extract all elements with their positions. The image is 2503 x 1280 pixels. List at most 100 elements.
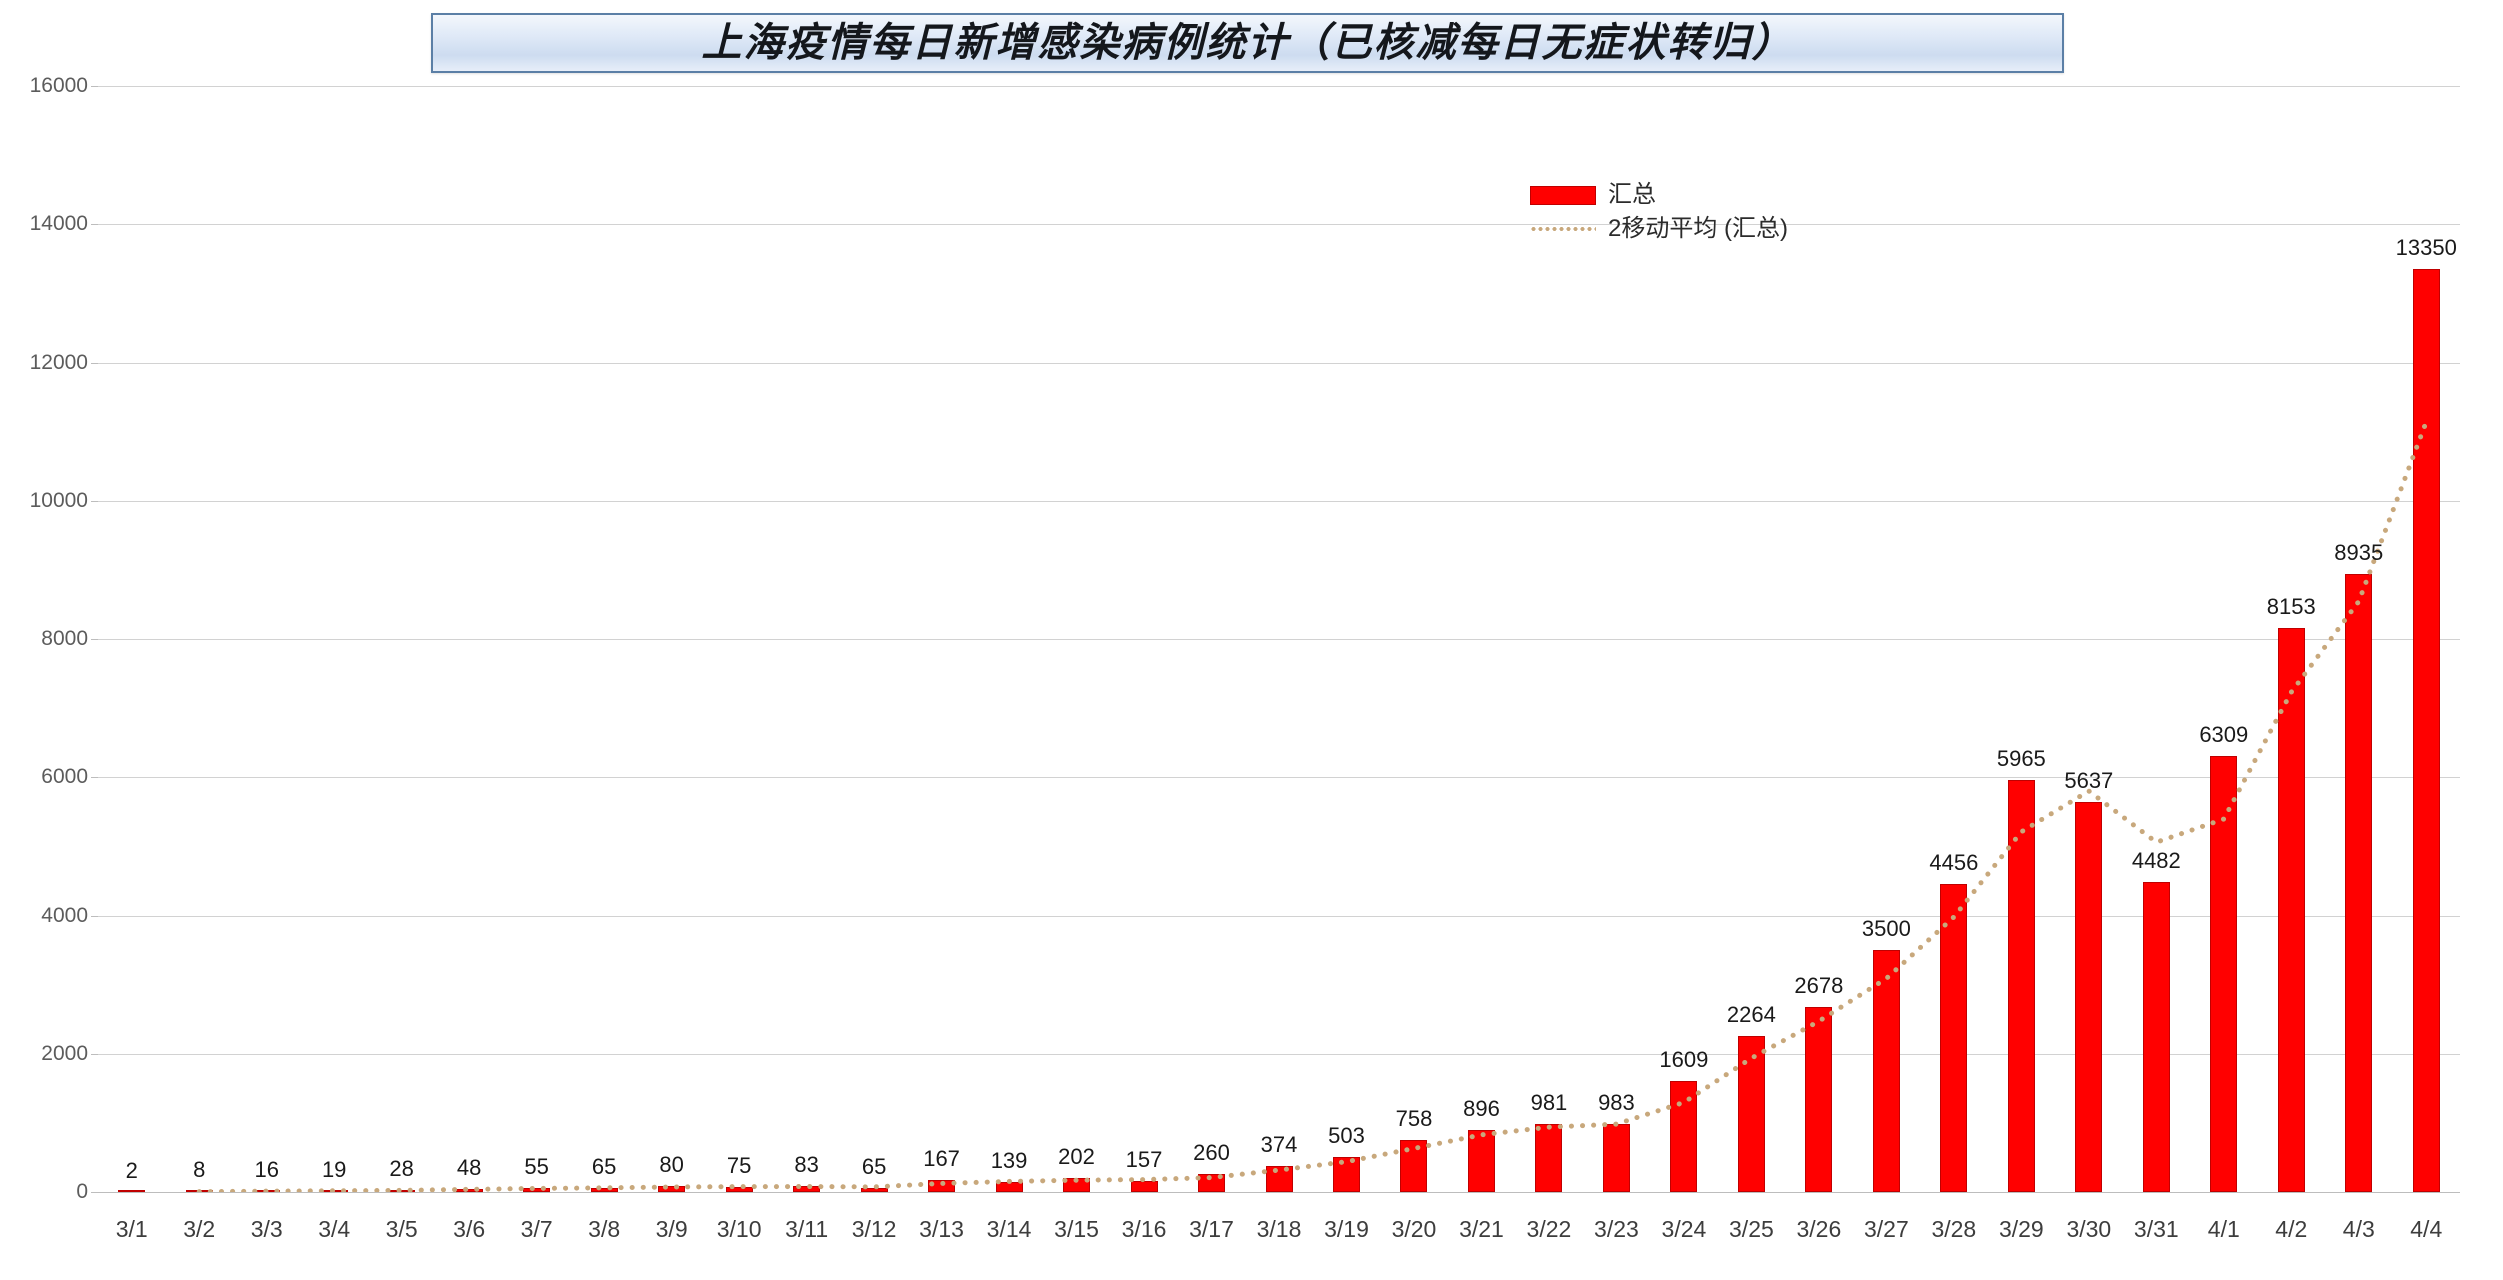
bar[interactable] <box>523 1188 551 1192</box>
bar[interactable] <box>928 1180 956 1192</box>
x-axis-tick-label: 3/2 <box>183 1216 216 1242</box>
bar[interactable] <box>1737 1035 1765 1192</box>
bar[interactable] <box>2142 882 2170 1192</box>
bar-value-label: 83 <box>794 1152 819 1178</box>
bar[interactable] <box>1602 1124 1630 1192</box>
bar[interactable] <box>658 1186 686 1192</box>
x-axis-tick-label: 3/18 <box>1256 1216 1302 1242</box>
bar-value-label: 4456 <box>1929 849 1979 875</box>
y-axis-tick-label: 8000 <box>41 627 88 650</box>
bar[interactable] <box>1872 950 1900 1192</box>
bar[interactable] <box>2075 802 2103 1192</box>
bar-value-label: 65 <box>591 1153 617 1179</box>
bar[interactable] <box>1805 1006 1833 1192</box>
bar-value-label: 13350 <box>2395 235 2457 261</box>
bar[interactable] <box>1400 1139 1428 1192</box>
bar[interactable] <box>793 1186 821 1192</box>
bar[interactable] <box>1332 1157 1360 1192</box>
legend-dotted-line-swatch-icon <box>1530 227 1596 231</box>
x-axis-tick-label: 3/20 <box>1391 1216 1437 1242</box>
x-axis-tick-label: 3/31 <box>2133 1216 2179 1242</box>
bar-value-label: 758 <box>1395 1105 1433 1131</box>
bar-value-label: 65 <box>861 1153 887 1179</box>
y-axis-tick-mark <box>91 639 98 640</box>
bar-value-label: 2678 <box>1794 972 1844 998</box>
bar[interactable] <box>455 1188 483 1192</box>
y-axis-tick-label: 0 <box>76 1180 88 1203</box>
bar[interactable] <box>1265 1166 1293 1192</box>
bar[interactable] <box>725 1186 753 1192</box>
bar-value-label: 8935 <box>2334 540 2384 566</box>
y-axis-tick-label: 10000 <box>29 488 88 512</box>
bar[interactable] <box>995 1182 1023 1192</box>
bar-value-label: 16 <box>254 1156 279 1182</box>
bar[interactable] <box>1198 1174 1225 1192</box>
bar-value-label: 4482 <box>2131 848 2181 874</box>
bar-value-label: 503 <box>1328 1123 1365 1149</box>
gridline <box>98 639 2460 640</box>
x-axis-tick-label: 4/3 <box>2342 1216 2375 1242</box>
x-axis-tick-label: 3/4 <box>318 1216 351 1242</box>
bar-value-label: 3500 <box>1861 916 1911 942</box>
bar[interactable] <box>118 1190 146 1192</box>
bar[interactable] <box>1467 1130 1495 1192</box>
x-axis-tick-label: 3/30 <box>2066 1216 2112 1242</box>
bar[interactable] <box>860 1187 888 1192</box>
bar[interactable] <box>2412 269 2440 1192</box>
bar-value-label: 8 <box>193 1157 206 1183</box>
x-axis-tick-label: 3/9 <box>655 1216 688 1242</box>
x-axis-tick-label: 3/29 <box>1998 1216 2044 1242</box>
bar-value-label: 167 <box>923 1146 960 1172</box>
bar-value-label: 202 <box>1058 1144 1095 1170</box>
gridline <box>98 915 2460 917</box>
x-axis-tick-label: 3/13 <box>919 1216 964 1242</box>
x-axis-tick-label: 3/3 <box>250 1216 283 1242</box>
legend-item-moving-average[interactable]: 2移动平均 (汇总) <box>1530 212 1860 246</box>
bar-value-label: 2264 <box>1726 1001 1776 1027</box>
x-axis-tick-label: 3/19 <box>1324 1216 1369 1242</box>
bar[interactable] <box>320 1190 348 1192</box>
chart-title-box: 上海疫情每日新增感染病例统计（已核减每日无症状转归） <box>431 13 2064 73</box>
bar-value-label: 157 <box>1125 1147 1163 1173</box>
bar-value-label: 1609 <box>1659 1046 1709 1072</box>
x-axis-tick-label: 3/6 <box>453 1216 486 1242</box>
bar[interactable] <box>2277 628 2305 1192</box>
legend-item-total[interactable]: 汇总 <box>1530 178 1860 212</box>
bar[interactable] <box>1063 1178 1091 1192</box>
bar-value-label: 983 <box>1598 1090 1635 1116</box>
x-axis-tick-label: 4/1 <box>2207 1216 2240 1242</box>
y-axis-tick-mark <box>91 500 98 502</box>
bar[interactable] <box>1670 1080 1698 1192</box>
x-axis-tick-label: 3/1 <box>115 1216 148 1242</box>
bar[interactable] <box>2007 779 2035 1192</box>
gridline <box>98 86 2460 87</box>
bar[interactable] <box>590 1187 618 1192</box>
y-axis-tick-label: 6000 <box>41 765 88 789</box>
bar[interactable] <box>2210 755 2238 1192</box>
bar-value-label: 5965 <box>1996 745 2046 771</box>
bar[interactable] <box>1130 1181 1158 1192</box>
bar[interactable] <box>185 1190 213 1192</box>
gridline <box>98 362 2460 364</box>
x-axis-tick-label: 3/17 <box>1189 1216 1234 1242</box>
bar-value-label: 260 <box>1193 1140 1230 1166</box>
bar-value-label: 139 <box>990 1148 1028 1174</box>
y-axis-tick-mark <box>91 1192 98 1193</box>
x-axis-tick-label: 3/23 <box>1594 1216 1639 1242</box>
page-title: 上海疫情每日新增感染病例统计（已核减每日无症状转归） <box>701 19 1794 66</box>
x-axis-tick-label: 3/7 <box>520 1216 553 1242</box>
y-axis-tick-mark <box>91 86 98 87</box>
bar[interactable] <box>388 1190 416 1192</box>
bar[interactable] <box>1535 1124 1563 1192</box>
bar[interactable] <box>1940 883 1968 1192</box>
y-axis-tick-label: 14000 <box>29 212 88 236</box>
x-axis-tick-label: 3/14 <box>986 1216 1032 1242</box>
bar-value-label: 6309 <box>2199 721 2249 747</box>
bar[interactable] <box>253 1190 281 1192</box>
x-axis-tick-label: 3/16 <box>1121 1216 1167 1242</box>
bar[interactable] <box>2345 574 2373 1192</box>
y-axis-tick-mark <box>91 777 98 779</box>
bar-value-label: 75 <box>726 1152 752 1178</box>
y-axis-tick-mark <box>91 362 98 364</box>
x-axis-tick-label: 3/8 <box>588 1216 621 1242</box>
